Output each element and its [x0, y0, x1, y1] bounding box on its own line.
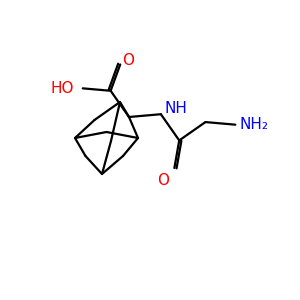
Text: O: O	[122, 53, 134, 68]
Text: NH: NH	[165, 101, 188, 116]
Text: O: O	[158, 173, 169, 188]
Text: NH₂: NH₂	[239, 117, 268, 132]
Text: HO: HO	[50, 81, 74, 96]
